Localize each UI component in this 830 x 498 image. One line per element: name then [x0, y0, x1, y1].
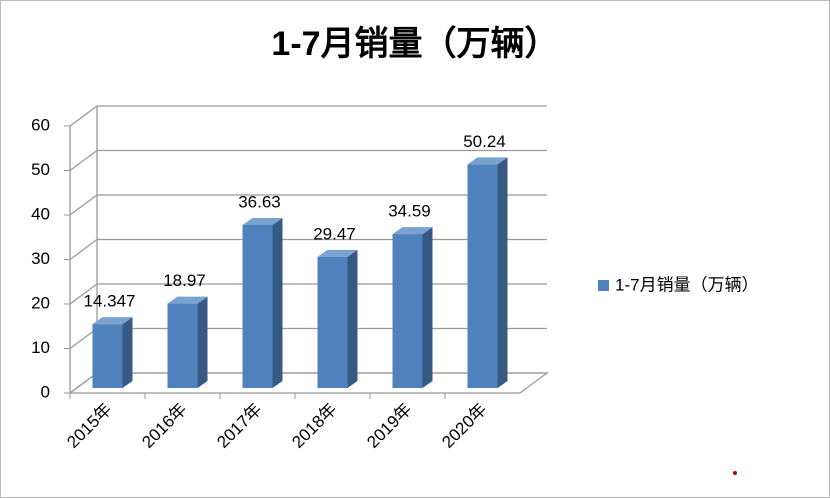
- bar-top: [167, 296, 208, 304]
- bar-top: [92, 317, 133, 325]
- bar-side: [497, 157, 508, 388]
- bar-top: [242, 217, 283, 225]
- bar-top: [392, 227, 433, 235]
- value-label: 36.63: [238, 192, 281, 211]
- dot: [733, 471, 737, 475]
- bar: [92, 324, 123, 388]
- bar-side: [272, 217, 283, 388]
- y-tick-label: 60: [31, 115, 50, 134]
- bar-top: [467, 157, 508, 165]
- legend-label: 1-7月销量（万辆）: [615, 275, 759, 294]
- value-label: 29.47: [313, 224, 356, 243]
- grid-line: [69, 105, 547, 127]
- bar-side: [122, 317, 133, 388]
- y-tick-label: 40: [31, 204, 50, 223]
- bar: [392, 234, 423, 388]
- bar-top: [317, 249, 358, 257]
- value-label: 34.59: [388, 202, 431, 221]
- bar-side: [422, 227, 433, 388]
- value-label: 14.347: [84, 292, 136, 311]
- value-label: 18.97: [163, 271, 206, 290]
- bar: [467, 164, 498, 388]
- y-tick-label: 20: [31, 293, 50, 312]
- y-tick-label: 50: [31, 160, 50, 179]
- y-tick-label: 30: [31, 249, 50, 268]
- bar-side: [197, 296, 208, 388]
- grid-line: [69, 194, 547, 216]
- value-label: 50.24: [463, 132, 506, 151]
- grid-line: [69, 149, 547, 172]
- chart-title: 1-7月销量（万辆）: [271, 24, 558, 63]
- bar: [242, 224, 273, 388]
- bar-side: [347, 249, 358, 388]
- bar: [317, 256, 348, 388]
- y-tick-label: 10: [31, 338, 50, 357]
- legend-swatch: [598, 280, 609, 291]
- y-tick-label: 0: [41, 382, 50, 401]
- bar: [167, 303, 198, 388]
